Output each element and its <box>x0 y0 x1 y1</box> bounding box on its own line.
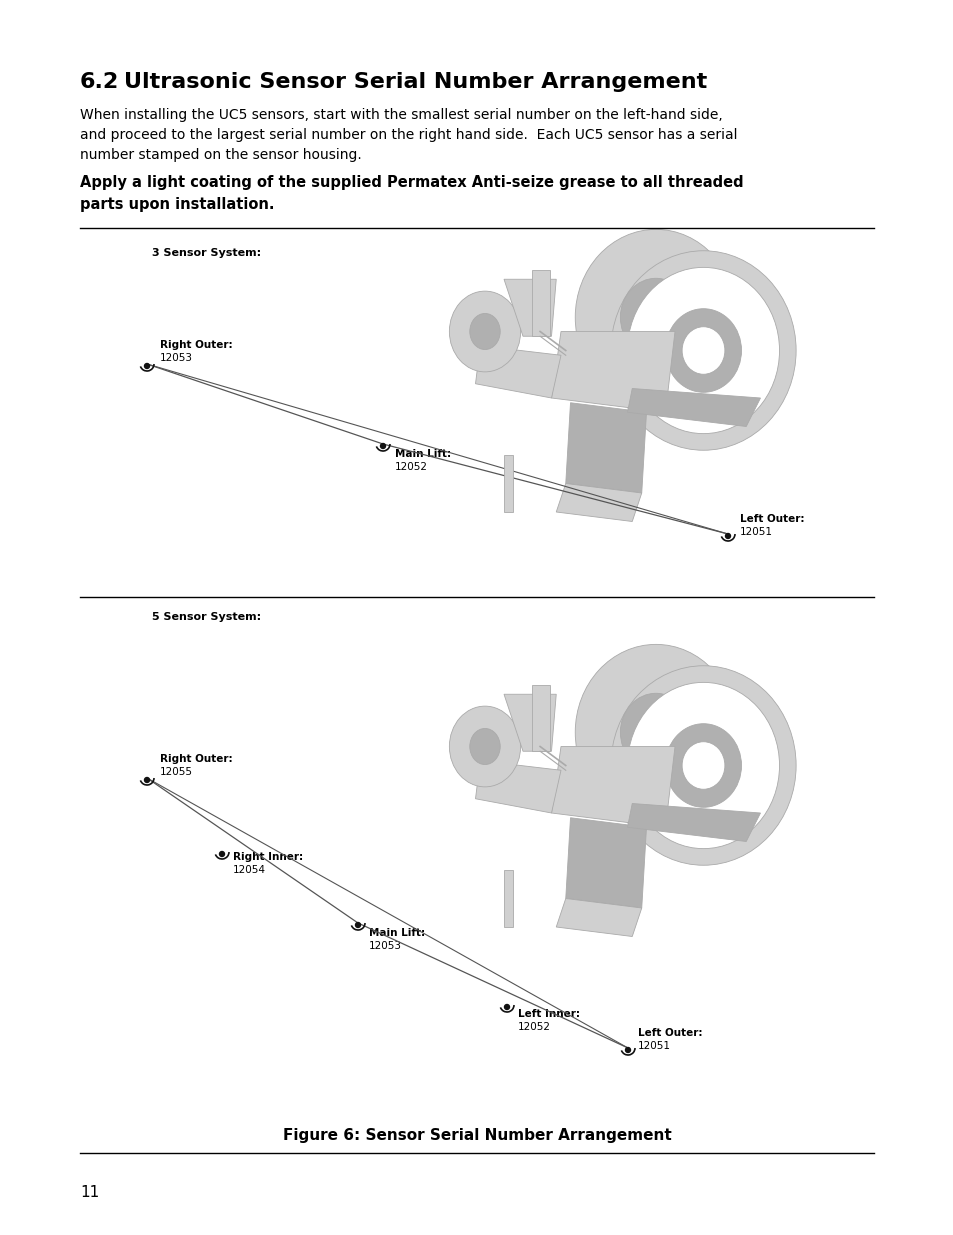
Ellipse shape <box>610 251 796 451</box>
Polygon shape <box>503 694 556 751</box>
Text: Main Lift:: Main Lift: <box>395 450 451 459</box>
Ellipse shape <box>665 724 740 808</box>
Circle shape <box>724 534 730 538</box>
Polygon shape <box>627 804 760 841</box>
Circle shape <box>219 851 224 857</box>
Ellipse shape <box>449 706 520 787</box>
Text: Left Outer:: Left Outer: <box>638 1028 701 1037</box>
Text: Apply a light coating of the supplied Permatex Anti-seize grease to all threaded: Apply a light coating of the supplied Pe… <box>80 175 742 190</box>
Text: number stamped on the sensor housing.: number stamped on the sensor housing. <box>80 148 361 162</box>
Ellipse shape <box>619 693 691 771</box>
Text: 11: 11 <box>80 1186 99 1200</box>
Ellipse shape <box>610 666 796 866</box>
Text: Right Outer:: Right Outer: <box>160 755 233 764</box>
Text: 12051: 12051 <box>638 1041 670 1051</box>
Polygon shape <box>627 389 760 426</box>
Ellipse shape <box>469 314 499 350</box>
Ellipse shape <box>681 327 724 374</box>
Circle shape <box>144 778 150 783</box>
Text: parts upon installation.: parts upon installation. <box>80 198 274 212</box>
Circle shape <box>504 1004 509 1009</box>
Polygon shape <box>551 746 675 827</box>
Polygon shape <box>503 279 556 336</box>
Bar <box>532 269 549 336</box>
Polygon shape <box>565 818 646 908</box>
Text: 12052: 12052 <box>395 462 428 472</box>
Text: Right Inner:: Right Inner: <box>233 852 303 862</box>
Text: Left Inner:: Left Inner: <box>517 1009 579 1019</box>
Circle shape <box>144 363 150 368</box>
Bar <box>532 684 549 751</box>
Text: Ultrasonic Sensor Serial Number Arrangement: Ultrasonic Sensor Serial Number Arrangem… <box>124 72 706 91</box>
Polygon shape <box>565 403 646 493</box>
Text: 12052: 12052 <box>517 1023 551 1032</box>
Ellipse shape <box>449 291 520 372</box>
Polygon shape <box>475 761 560 813</box>
Bar <box>503 454 513 513</box>
Ellipse shape <box>665 309 740 393</box>
Ellipse shape <box>627 267 779 433</box>
Ellipse shape <box>469 729 499 764</box>
Text: Right Outer:: Right Outer: <box>160 340 233 350</box>
Text: 12053: 12053 <box>369 941 401 951</box>
Polygon shape <box>475 346 560 398</box>
Text: Figure 6: Sensor Serial Number Arrangement: Figure 6: Sensor Serial Number Arrangeme… <box>282 1128 671 1144</box>
Circle shape <box>625 1047 630 1052</box>
Polygon shape <box>556 899 641 936</box>
Ellipse shape <box>627 683 779 848</box>
Ellipse shape <box>681 742 724 789</box>
Text: and proceed to the largest serial number on the right hand side.  Each UC5 senso: and proceed to the largest serial number… <box>80 128 737 142</box>
Text: 12054: 12054 <box>233 864 266 876</box>
Text: 12051: 12051 <box>740 527 772 537</box>
Circle shape <box>355 923 360 927</box>
Text: Left Outer:: Left Outer: <box>740 514 803 524</box>
Text: 12053: 12053 <box>160 353 193 363</box>
Bar <box>503 869 513 927</box>
Text: 12055: 12055 <box>160 767 193 777</box>
Ellipse shape <box>575 645 736 820</box>
Text: 3 Sensor System:: 3 Sensor System: <box>152 248 261 258</box>
Text: Main Lift:: Main Lift: <box>369 927 425 939</box>
Polygon shape <box>551 331 675 412</box>
Circle shape <box>380 443 385 448</box>
Text: 5 Sensor System:: 5 Sensor System: <box>152 613 261 622</box>
Ellipse shape <box>575 230 736 405</box>
Ellipse shape <box>619 278 691 356</box>
Text: 6.2: 6.2 <box>80 72 119 91</box>
Polygon shape <box>556 483 641 521</box>
Text: When installing the UC5 sensors, start with the smallest serial number on the le: When installing the UC5 sensors, start w… <box>80 107 722 122</box>
